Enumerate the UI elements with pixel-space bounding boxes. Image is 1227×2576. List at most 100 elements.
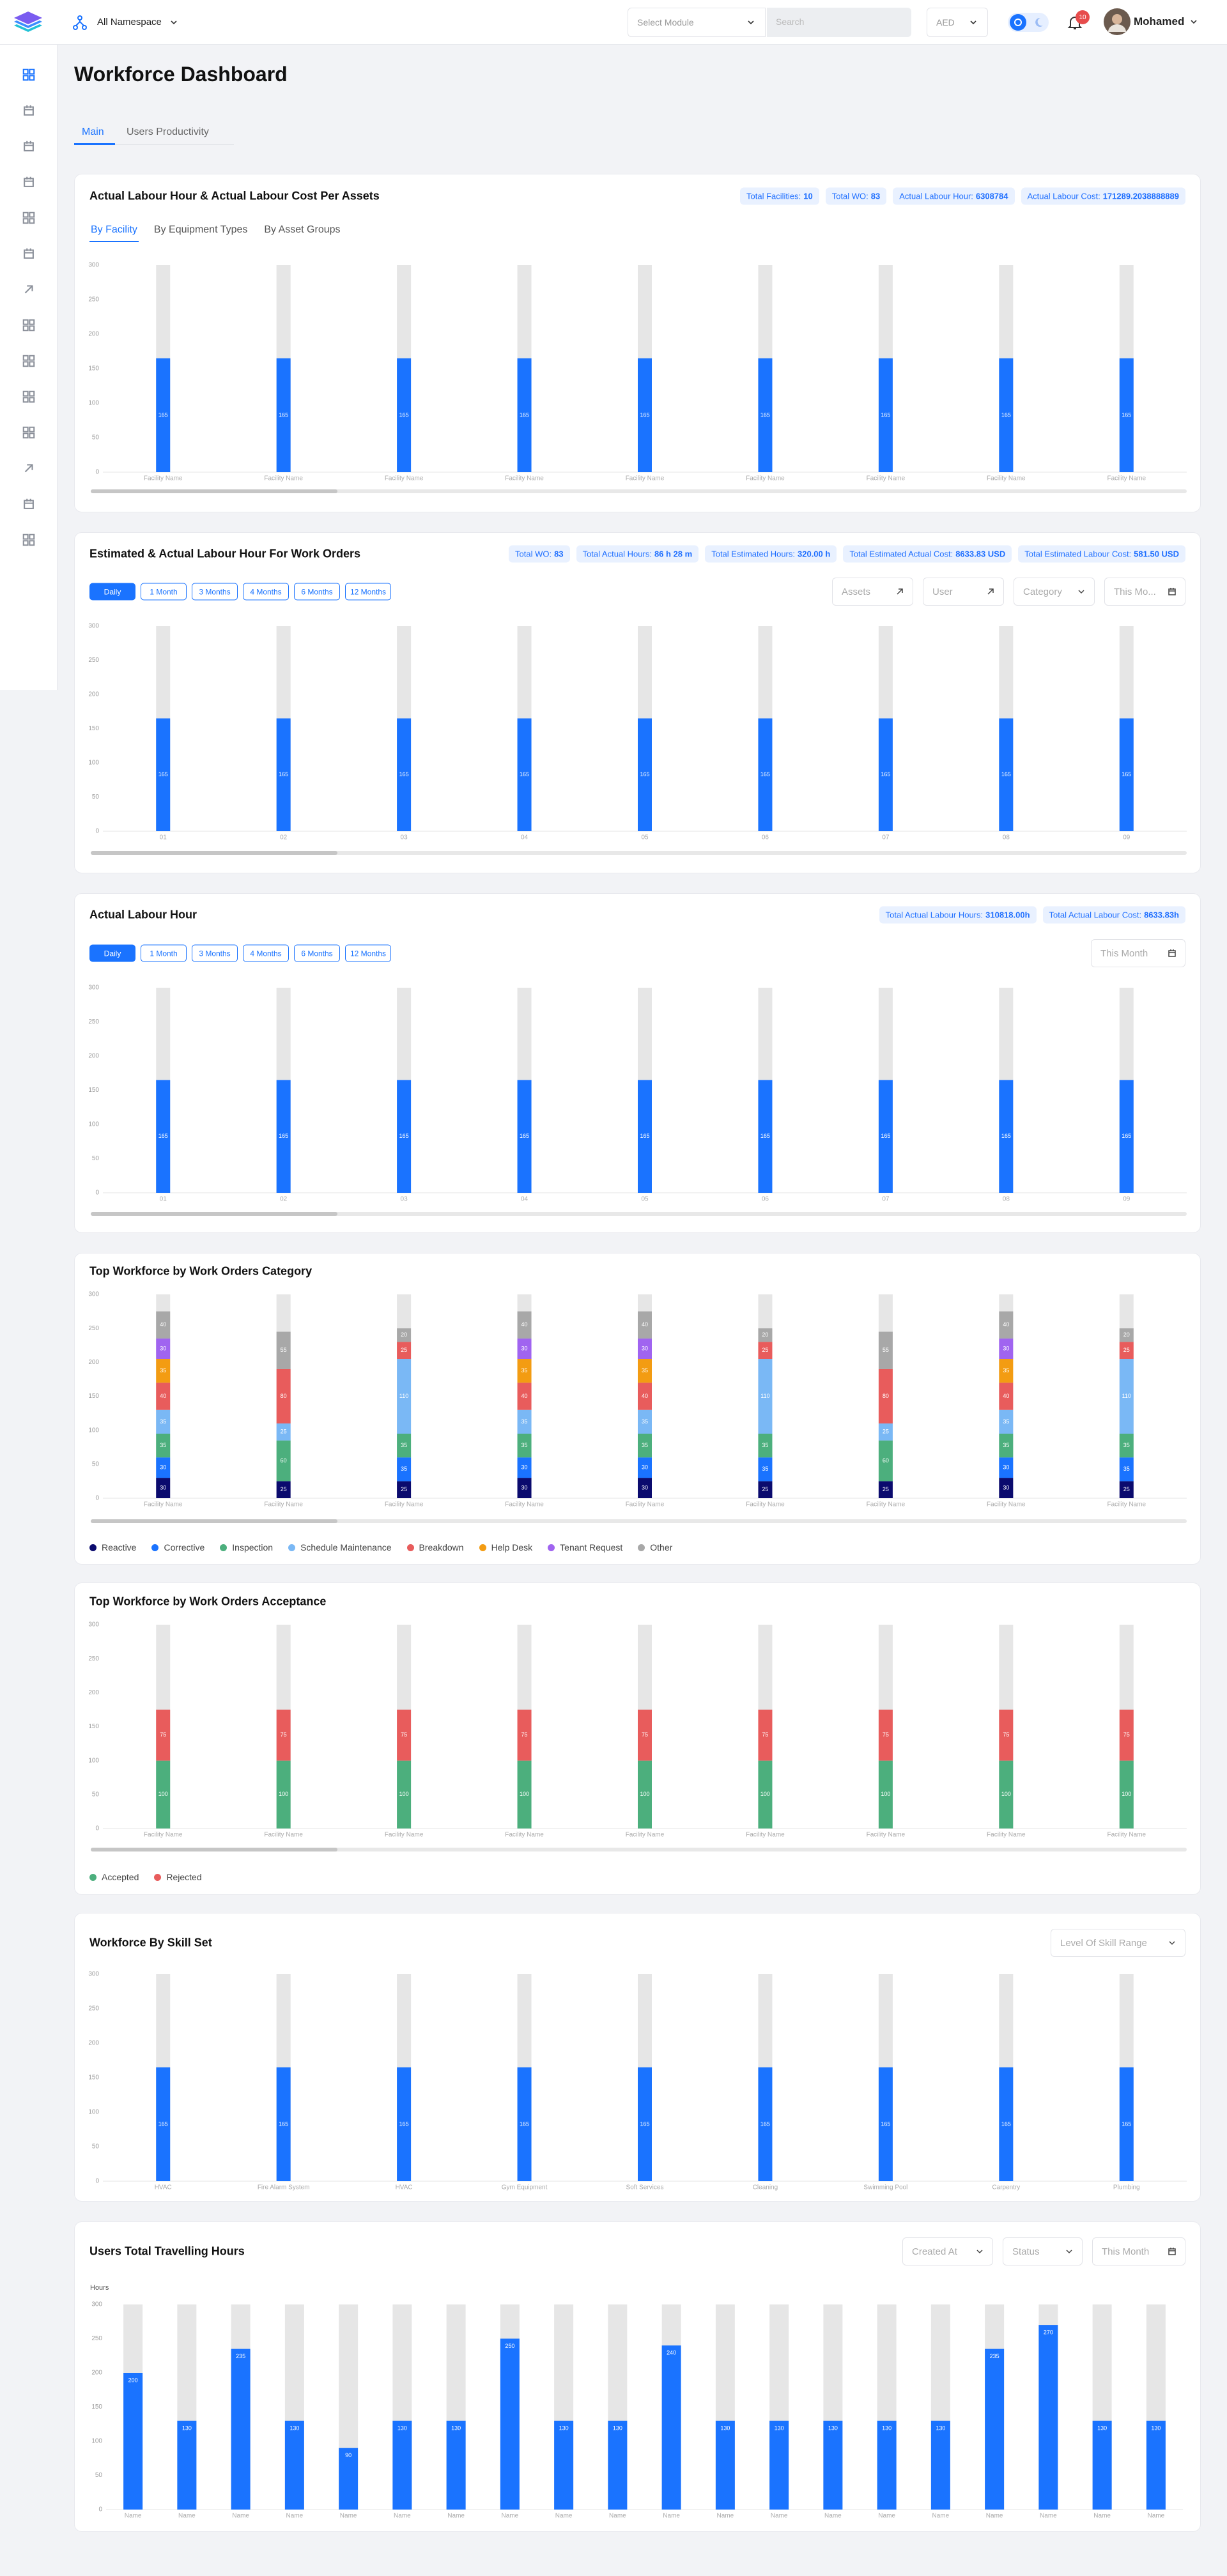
- bar[interactable]: [284, 2420, 304, 2510]
- bar-segment[interactable]: [517, 1457, 532, 1478]
- bar[interactable]: [1119, 1080, 1134, 1193]
- bar-segment[interactable]: [397, 1342, 412, 1360]
- bar[interactable]: [339, 2448, 359, 2510]
- bar[interactable]: [823, 2420, 843, 2510]
- icon[interactable]: [22, 68, 36, 82]
- bar-segment[interactable]: [999, 1457, 1014, 1478]
- bar-segment[interactable]: [276, 1368, 291, 1424]
- period-button[interactable]: Daily: [89, 583, 135, 601]
- bar-segment[interactable]: [517, 1338, 532, 1360]
- bar-segment[interactable]: [397, 1760, 412, 1828]
- icon[interactable]: [22, 103, 36, 118]
- bar-segment[interactable]: [397, 1433, 412, 1458]
- legend-item[interactable]: Reactive: [89, 1542, 136, 1552]
- bar[interactable]: [878, 718, 893, 831]
- bar-segment[interactable]: [638, 1338, 652, 1360]
- bar[interactable]: [930, 2420, 950, 2510]
- legend-item[interactable]: Corrective: [151, 1542, 204, 1552]
- bar[interactable]: [446, 2420, 466, 2510]
- bar-segment[interactable]: [758, 1457, 773, 1482]
- bar-segment[interactable]: [758, 1760, 773, 1828]
- bar[interactable]: [156, 718, 171, 831]
- bar-segment[interactable]: [517, 1760, 532, 1828]
- bar-segment[interactable]: [397, 1328, 412, 1342]
- bar[interactable]: [999, 1080, 1014, 1193]
- bar-segment[interactable]: [1119, 1342, 1134, 1360]
- bar[interactable]: [517, 2067, 532, 2181]
- bar[interactable]: [231, 2349, 251, 2510]
- bar-segment[interactable]: [276, 1423, 291, 1441]
- bar-segment[interactable]: [156, 1338, 171, 1360]
- bar-segment[interactable]: [999, 1709, 1014, 1761]
- view-tab[interactable]: By Asset Groups: [264, 224, 341, 235]
- legend-item[interactable]: Inspection: [220, 1542, 273, 1552]
- period-button[interactable]: 1 Month: [141, 944, 187, 962]
- tab[interactable]: Users Productivity: [127, 126, 209, 137]
- bar[interactable]: [758, 358, 773, 472]
- icon[interactable]: [22, 533, 36, 547]
- bar[interactable]: [608, 2420, 628, 2510]
- bar[interactable]: [123, 2373, 143, 2510]
- bar-segment[interactable]: [1119, 1433, 1134, 1458]
- bar[interactable]: [1092, 2420, 1112, 2510]
- namespace-select[interactable]: All Namespace: [97, 17, 162, 27]
- bar[interactable]: [397, 358, 412, 472]
- bar-segment[interactable]: [276, 1481, 291, 1498]
- filter-dropdown[interactable]: This Mo...: [1104, 578, 1185, 606]
- period-button[interactable]: 3 Months: [192, 583, 238, 601]
- period-button[interactable]: 3 Months: [192, 944, 238, 962]
- period-button[interactable]: 6 Months: [294, 944, 340, 962]
- bar[interactable]: [638, 1080, 652, 1193]
- bar[interactable]: [276, 1080, 291, 1193]
- period-button[interactable]: 4 Months: [243, 944, 289, 962]
- scrollbar-thumb[interactable]: [91, 1212, 337, 1216]
- icon[interactable]: [22, 354, 36, 368]
- period-button[interactable]: 1 Month: [141, 583, 187, 601]
- bar-segment[interactable]: [397, 1359, 412, 1434]
- bar-segment[interactable]: [1119, 1328, 1134, 1342]
- bar[interactable]: [1038, 2325, 1058, 2510]
- logo[interactable]: [12, 8, 45, 37]
- bar[interactable]: [758, 718, 773, 831]
- search-box[interactable]: Search: [767, 8, 911, 37]
- bar-segment[interactable]: [758, 1328, 773, 1342]
- bar-segment[interactable]: [758, 1359, 773, 1434]
- bar-segment[interactable]: [638, 1433, 652, 1458]
- bar-segment[interactable]: [156, 1457, 171, 1478]
- bar-segment[interactable]: [1119, 1709, 1134, 1761]
- bar[interactable]: [517, 358, 532, 472]
- bar-segment[interactable]: [1119, 1359, 1134, 1434]
- bar-segment[interactable]: [638, 1709, 652, 1761]
- bar-segment[interactable]: [1119, 1760, 1134, 1828]
- bar-segment[interactable]: [878, 1440, 893, 1482]
- bar-segment[interactable]: [156, 1359, 171, 1383]
- bar-segment[interactable]: [638, 1478, 652, 1498]
- bar-segment[interactable]: [878, 1331, 893, 1369]
- bar[interactable]: [878, 358, 893, 472]
- bar[interactable]: [985, 2349, 1005, 2510]
- bar-segment[interactable]: [1119, 1481, 1134, 1498]
- bar[interactable]: [276, 2067, 291, 2181]
- bar-segment[interactable]: [1119, 1457, 1134, 1482]
- icon[interactable]: [22, 390, 36, 404]
- module-select[interactable]: Select Module: [628, 8, 766, 37]
- bar[interactable]: [769, 2420, 789, 2510]
- bar-segment[interactable]: [638, 1457, 652, 1478]
- bar[interactable]: [156, 1080, 171, 1193]
- bar-segment[interactable]: [999, 1311, 1014, 1339]
- legend-item[interactable]: Accepted: [89, 1872, 139, 1882]
- legend-item[interactable]: Rejected: [154, 1872, 202, 1882]
- bar[interactable]: [156, 358, 171, 472]
- bar[interactable]: [517, 1080, 532, 1193]
- bar[interactable]: [758, 2067, 773, 2181]
- currency-select[interactable]: AED: [927, 8, 988, 37]
- bar[interactable]: [554, 2420, 574, 2510]
- bar-segment[interactable]: [758, 1709, 773, 1761]
- bar[interactable]: [758, 1080, 773, 1193]
- bar-segment[interactable]: [276, 1760, 291, 1828]
- bar-segment[interactable]: [156, 1709, 171, 1761]
- bar-segment[interactable]: [999, 1409, 1014, 1434]
- avatar[interactable]: [1103, 8, 1131, 36]
- bar[interactable]: [177, 2420, 197, 2510]
- bar-segment[interactable]: [878, 1368, 893, 1424]
